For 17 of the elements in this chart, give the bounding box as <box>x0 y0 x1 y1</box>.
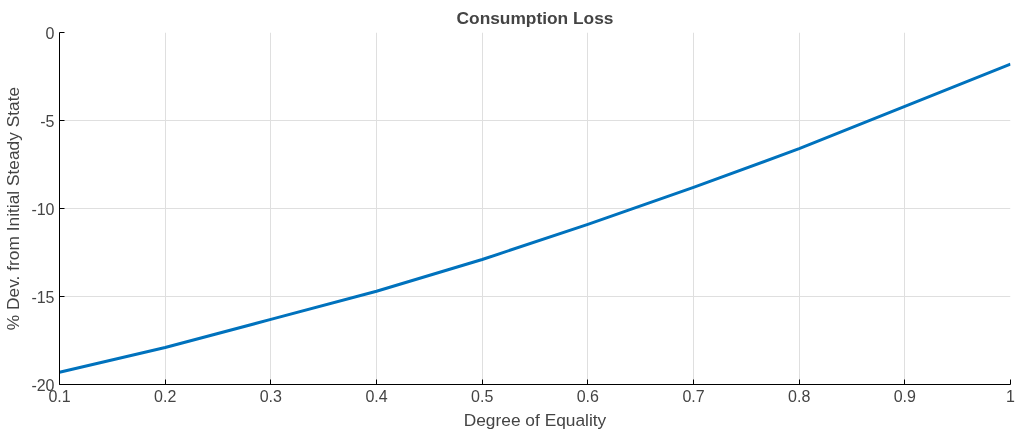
x-tick-label: 1 <box>1006 387 1016 405</box>
x-axis-title: Degree of Equality <box>463 409 607 430</box>
x-tick-label: 0.3 <box>259 387 283 405</box>
x-tick-label: 0.6 <box>576 387 600 405</box>
y-tick-label: -15 <box>31 288 55 306</box>
y-tick-label: -10 <box>31 200 55 218</box>
x-tick-label: 0.5 <box>471 387 494 405</box>
chart-title: Consumption Loss <box>456 7 614 28</box>
x-tick-label: 0.7 <box>682 387 705 405</box>
line-series <box>59 62 1011 374</box>
y-tick-label: 0 <box>45 24 55 42</box>
y-tick-label: -5 <box>40 112 55 130</box>
x-tick-label: 0.4 <box>365 387 388 405</box>
x-tick-label: 0.8 <box>788 387 811 405</box>
x-tick-label: 0.9 <box>893 387 917 405</box>
y-axis-title: % Dev. from Initial Steady State <box>3 86 24 331</box>
x-tick-label: 0.2 <box>154 387 177 405</box>
